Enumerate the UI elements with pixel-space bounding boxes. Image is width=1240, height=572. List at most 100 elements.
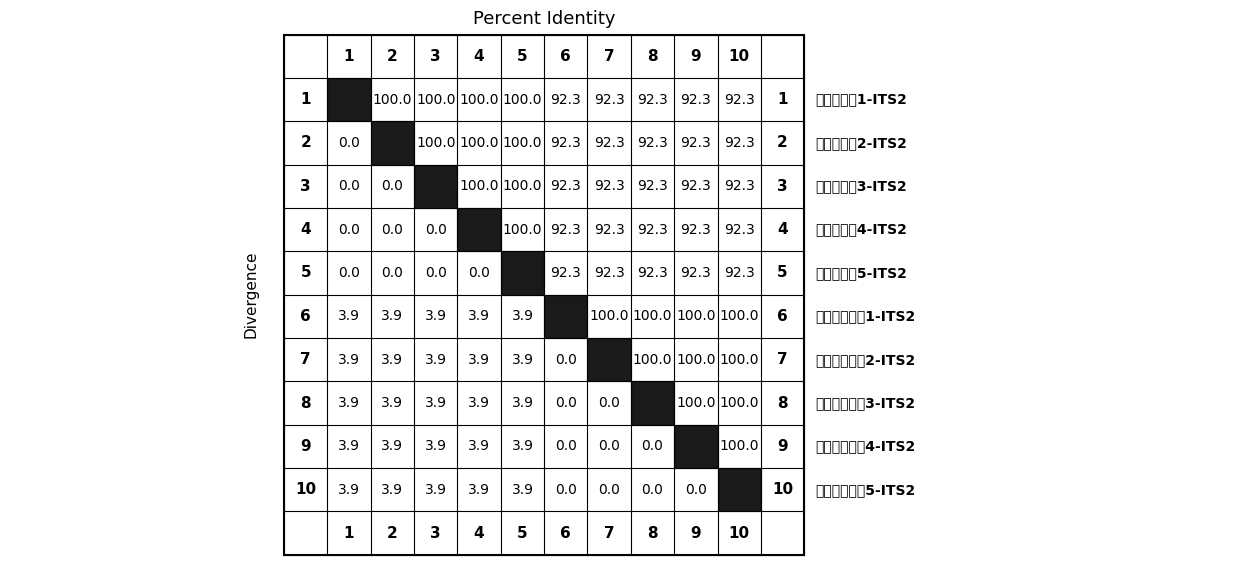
Text: 92.3: 92.3 <box>594 179 625 193</box>
Text: 3.9: 3.9 <box>511 483 533 497</box>
Text: 3.9: 3.9 <box>382 396 403 410</box>
Text: 0.0: 0.0 <box>425 266 446 280</box>
Text: 3.9: 3.9 <box>467 439 490 454</box>
Text: 0.0: 0.0 <box>554 396 577 410</box>
Text: 1: 1 <box>343 526 355 541</box>
Text: 10: 10 <box>295 482 316 497</box>
Text: 3.9: 3.9 <box>511 439 533 454</box>
Text: 0.0: 0.0 <box>382 223 403 237</box>
Text: 4: 4 <box>474 49 485 63</box>
Text: 7: 7 <box>300 352 311 367</box>
Text: 东方次罢吸蝗3-ITS2: 东方次罢吸蝗3-ITS2 <box>815 396 915 410</box>
Bar <box>458 208 501 251</box>
Text: 92.3: 92.3 <box>551 223 582 237</box>
Text: 3.9: 3.9 <box>467 483 490 497</box>
Text: 4: 4 <box>300 222 311 237</box>
Text: 3.9: 3.9 <box>425 309 446 323</box>
Text: 8: 8 <box>300 396 311 411</box>
Bar <box>544 295 588 338</box>
Text: 100.0: 100.0 <box>719 439 759 454</box>
Text: 0.0: 0.0 <box>554 483 577 497</box>
Text: 92.3: 92.3 <box>724 179 755 193</box>
Text: 1: 1 <box>343 49 355 63</box>
Text: 华支罢吸蝗1-ITS2: 华支罢吸蝗1-ITS2 <box>815 93 906 106</box>
Text: 3: 3 <box>430 49 441 63</box>
Text: 3.9: 3.9 <box>425 353 446 367</box>
Bar <box>675 425 718 468</box>
Text: 92.3: 92.3 <box>551 179 582 193</box>
Text: 3.9: 3.9 <box>382 353 403 367</box>
Text: 100.0: 100.0 <box>502 223 542 237</box>
Text: 0.0: 0.0 <box>598 439 620 454</box>
Text: 3.9: 3.9 <box>511 353 533 367</box>
Text: 3: 3 <box>430 526 441 541</box>
Text: Divergence: Divergence <box>244 251 259 339</box>
Text: 3.9: 3.9 <box>425 439 446 454</box>
Text: 2: 2 <box>387 49 398 63</box>
Text: 92.3: 92.3 <box>724 266 755 280</box>
Text: 华支罢吸蝗5-ITS2: 华支罢吸蝗5-ITS2 <box>815 266 906 280</box>
Text: 3.9: 3.9 <box>425 483 446 497</box>
Text: 92.3: 92.3 <box>724 93 755 106</box>
Text: 100.0: 100.0 <box>415 136 455 150</box>
Text: 10: 10 <box>773 482 794 497</box>
Text: 华支罢吸蝗4-ITS2: 华支罢吸蝗4-ITS2 <box>815 223 906 237</box>
Text: 1: 1 <box>777 92 787 107</box>
Text: 92.3: 92.3 <box>551 136 582 150</box>
Text: 1: 1 <box>300 92 311 107</box>
Text: 100.0: 100.0 <box>502 179 542 193</box>
Text: 0.0: 0.0 <box>598 483 620 497</box>
Text: 100.0: 100.0 <box>719 309 759 323</box>
Text: 0.0: 0.0 <box>339 266 360 280</box>
Text: 3.9: 3.9 <box>425 396 446 410</box>
Text: 东方次罢吸蝗4-ITS2: 东方次罢吸蝗4-ITS2 <box>815 439 915 454</box>
Text: 0.0: 0.0 <box>339 136 360 150</box>
Text: 3: 3 <box>300 179 311 194</box>
Text: 100.0: 100.0 <box>415 93 455 106</box>
Text: 9: 9 <box>691 49 701 63</box>
Text: 100.0: 100.0 <box>676 309 715 323</box>
Text: 92.3: 92.3 <box>637 266 668 280</box>
Text: 5: 5 <box>517 526 528 541</box>
Text: 3.9: 3.9 <box>339 483 360 497</box>
Text: 92.3: 92.3 <box>637 179 668 193</box>
Text: 92.3: 92.3 <box>594 266 625 280</box>
Text: 7: 7 <box>777 352 787 367</box>
Bar <box>284 34 805 555</box>
Text: 3.9: 3.9 <box>467 353 490 367</box>
Text: 3.9: 3.9 <box>511 396 533 410</box>
Text: 100.0: 100.0 <box>719 396 759 410</box>
Text: 3.9: 3.9 <box>339 309 360 323</box>
Bar <box>501 251 544 295</box>
Text: 92.3: 92.3 <box>681 136 712 150</box>
Text: 92.3: 92.3 <box>681 223 712 237</box>
Text: 3.9: 3.9 <box>339 353 360 367</box>
Text: 100.0: 100.0 <box>502 136 542 150</box>
Text: 100.0: 100.0 <box>459 136 498 150</box>
Text: 0.0: 0.0 <box>469 266 490 280</box>
Text: 92.3: 92.3 <box>724 223 755 237</box>
Text: 0.0: 0.0 <box>554 439 577 454</box>
Bar <box>718 468 761 511</box>
Text: 3.9: 3.9 <box>382 309 403 323</box>
Text: 100.0: 100.0 <box>459 179 498 193</box>
Text: Percent Identity: Percent Identity <box>472 10 615 29</box>
Text: 6: 6 <box>560 526 572 541</box>
Text: 9: 9 <box>691 526 701 541</box>
Text: 3.9: 3.9 <box>382 439 403 454</box>
Text: 东方次罢吸蝗2-ITS2: 东方次罢吸蝗2-ITS2 <box>815 353 915 367</box>
Text: 92.3: 92.3 <box>637 223 668 237</box>
Text: 9: 9 <box>777 439 787 454</box>
Bar <box>631 382 675 425</box>
Text: 92.3: 92.3 <box>551 93 582 106</box>
Text: 92.3: 92.3 <box>594 223 625 237</box>
Text: 3.9: 3.9 <box>511 309 533 323</box>
Text: 0.0: 0.0 <box>684 483 707 497</box>
Text: 华支罢吸蝗3-ITS2: 华支罢吸蝗3-ITS2 <box>815 179 906 193</box>
Text: 3.9: 3.9 <box>382 483 403 497</box>
Text: 0.0: 0.0 <box>425 223 446 237</box>
Text: 92.3: 92.3 <box>724 136 755 150</box>
Text: 6: 6 <box>300 309 311 324</box>
Text: 0.0: 0.0 <box>554 353 577 367</box>
Text: 92.3: 92.3 <box>637 136 668 150</box>
